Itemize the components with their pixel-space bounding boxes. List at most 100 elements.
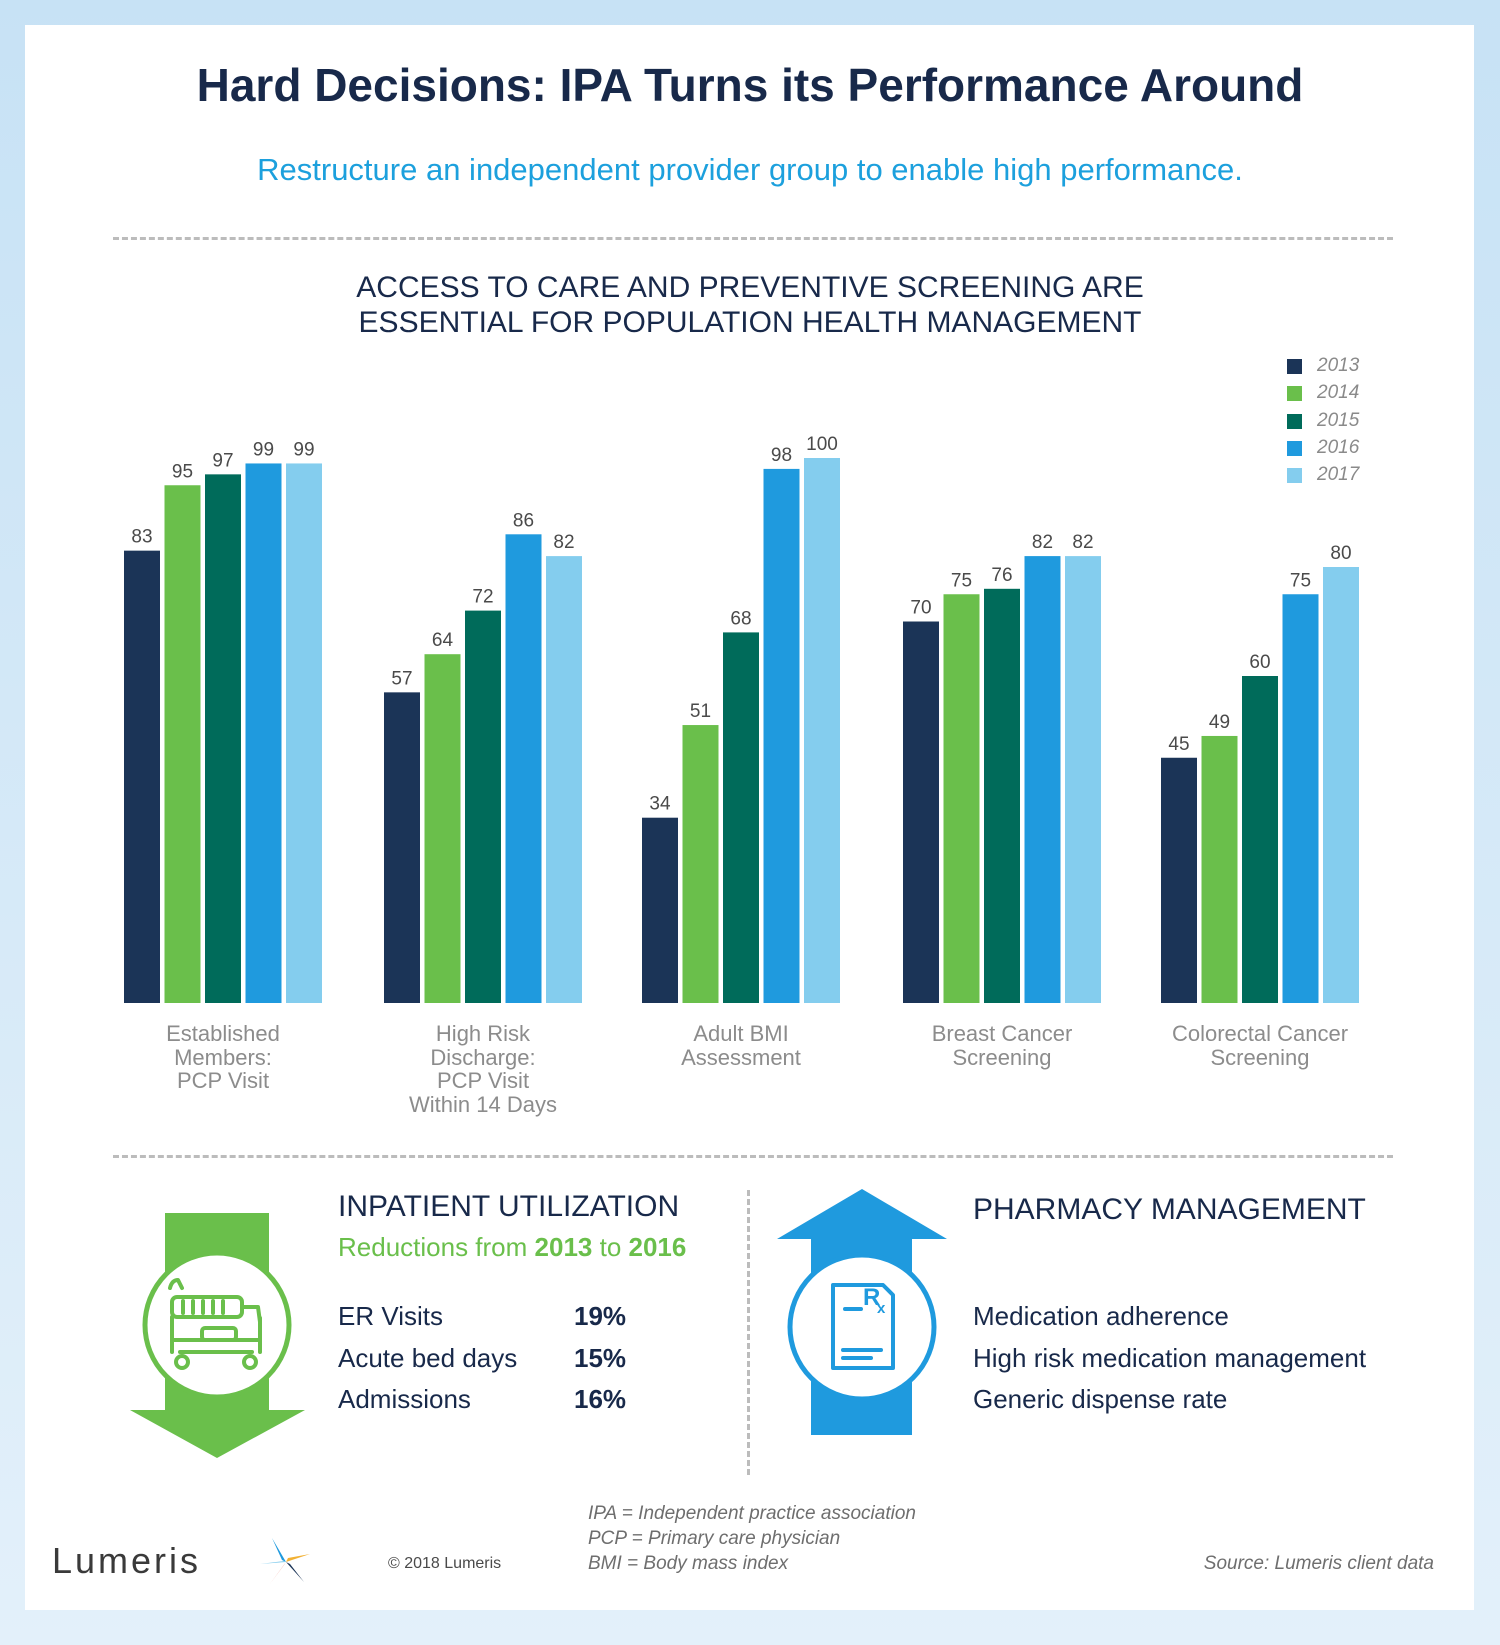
category-label-0: Established Members: PCP Visit (113, 1022, 333, 1093)
category-label-2: Adult BMI Assessment (631, 1022, 851, 1069)
data-label-2015-cat4: 60 (1249, 652, 1270, 673)
bar-chart: 83 95 97 99 99 57 64 72 86 82 34 51 68 98 100 70 75 76 82 8… (124, 434, 1359, 1004)
inpatient-title: INPATIENT UTILIZATION (338, 1190, 680, 1223)
data-label-2016-cat1: 86 (513, 510, 534, 531)
bar-2017-cat4 (1323, 567, 1359, 1003)
legend-label-2013: 2013 (1317, 355, 1360, 376)
bar-2013-cat3 (903, 621, 939, 1003)
category-label-0-line-0: Established (166, 1021, 280, 1046)
pharmacy-item-medication-adherence: Medication adherence (973, 1301, 1229, 1331)
bar-2013-cat4 (1161, 757, 1197, 1003)
data-label-2015-cat3: 76 (991, 565, 1012, 586)
bar-2016-cat0 (245, 463, 282, 1003)
pharmacy-item-generic-dispense: Generic dispense rate (973, 1384, 1228, 1414)
category-label-0-line-2: PCP Visit (176, 1068, 270, 1093)
data-label-2015-cat1: 72 (472, 587, 493, 608)
category-label-3-line-1: Screening (952, 1044, 1052, 1070)
data-label-2016-cat3: 82 (1032, 532, 1053, 553)
data-label-2014-cat3: 75 (951, 570, 972, 591)
category-label-1-line-1: Discharge: (430, 1044, 536, 1070)
data-label-2017-cat4: 80 (1330, 543, 1351, 564)
legend-label-2016: 2016 (1317, 436, 1360, 458)
source-note: Source: Lumeris client data (1203, 1553, 1434, 1574)
legend-swatch-2015 (1287, 413, 1302, 429)
lumeris-logo-icon (260, 1538, 310, 1584)
data-label-2017-cat0: 99 (293, 439, 314, 460)
bar-2013-cat2 (642, 817, 678, 1003)
data-label-2014-cat0: 95 (172, 461, 193, 482)
category-label-2-line-1: Assessment (681, 1044, 801, 1070)
pharmacy-item-high-risk-medication: High risk medication management (973, 1343, 1367, 1373)
bar-2015-cat2 (723, 632, 759, 1003)
bar-2014-cat3 (943, 594, 980, 1003)
bar-2017-cat0 (286, 463, 322, 1003)
chart-title: ACCESS TO CARE AND PREVENTIVE SCREENING … (0, 270, 1500, 340)
metric-label-acute-bed-days: Acute bed days (338, 1343, 518, 1373)
bar-2015-cat0 (205, 474, 241, 1004)
bar-2016-cat4 (1282, 594, 1319, 1003)
footnote-ipa: IPA = Independent practice association (588, 1503, 916, 1524)
bar-2013-cat0 (124, 550, 160, 1003)
inpatient-subtitle: Reductions from 2013 to 2016 (338, 1232, 686, 1263)
legend-swatch-2014 (1287, 386, 1302, 402)
bar-2015-cat4 (1242, 676, 1278, 1003)
bar-2014-cat1 (424, 654, 461, 1003)
chart-title-line-2: ESSENTIAL FOR POPULATION HEALTH MANAGEME… (358, 306, 1142, 339)
category-label-4-line-0: Colorectal Cancer (1171, 1021, 1349, 1046)
metric-value-er-visits: 19% (574, 1301, 627, 1331)
data-label-2014-cat2: 51 (690, 701, 711, 722)
data-label-2014-cat4: 49 (1209, 712, 1230, 733)
metric-value-acute-bed-days: 15% (574, 1343, 627, 1373)
data-label-2013-cat0: 83 (131, 527, 152, 548)
hospital-bed-icon (168, 1278, 262, 1370)
category-label-1-line-2: PCP Visit (436, 1068, 530, 1093)
bar-2017-cat3 (1065, 556, 1101, 1003)
bar-2017-cat2 (804, 458, 840, 1003)
data-label-2013-cat1: 57 (391, 668, 412, 689)
data-label-2017-cat3: 82 (1072, 532, 1093, 553)
data-label-2016-cat4: 75 (1290, 570, 1311, 591)
bar-2015-cat3 (984, 588, 1020, 1003)
data-label-2015-cat2: 68 (730, 608, 751, 629)
category-label-0-line-1: Members: (174, 1044, 272, 1070)
category-label-2-line-0: Adult BMI (693, 1021, 789, 1046)
rx-symbol-x: x (877, 1300, 886, 1317)
inpatient-subtitle-year-end: 2016 (628, 1232, 687, 1262)
legend-swatch-2016 (1287, 440, 1302, 456)
data-label-2017-cat1: 82 (553, 532, 574, 553)
data-label-2013-cat4: 45 (1168, 734, 1189, 755)
footnote-bmi: BMI = Body mass index (588, 1553, 789, 1574)
category-label-1: High Risk Discharge: PCP Visit Within 14 Da… (373, 1022, 593, 1116)
category-label-3: Breast Cancer Screening (892, 1022, 1112, 1069)
bar-2017-cat1 (546, 556, 582, 1003)
legend-swatch-2017 (1287, 468, 1302, 484)
category-label-1-line-3: Within 14 Days (409, 1091, 557, 1117)
inpatient-subtitle-year-start: 2013 (534, 1232, 593, 1262)
bar-2014-cat4 (1201, 735, 1238, 1003)
data-label-2013-cat2: 34 (649, 794, 671, 815)
bar-2016-cat2 (763, 468, 800, 1003)
category-label-3-line-0: Breast Cancer (931, 1021, 1073, 1046)
metric-label-admissions: Admissions (338, 1384, 471, 1414)
copyright: © 2018 Lumeris (388, 1555, 502, 1572)
category-label-4: Colorectal Cancer Screening (1150, 1022, 1370, 1069)
inpatient-subtitle-prefix: Reductions from (338, 1232, 535, 1262)
page-title: Hard Decisions: IPA Turns its Performanc… (196, 59, 1304, 111)
legend-swatch-2013 (1287, 359, 1302, 374)
bar-2016-cat1 (505, 534, 542, 1003)
inpatient-subtitle-mid: to (592, 1232, 629, 1262)
legend-label-2017: 2017 (1317, 464, 1360, 486)
lumeris-logo-text: Lumeris (52, 1540, 202, 1581)
category-label-4-line-1: Screening (1210, 1044, 1310, 1070)
bar-2015-cat1 (465, 610, 501, 1003)
up-arrow-icon: R x (777, 1189, 947, 1435)
bar-2013-cat1 (384, 692, 420, 1003)
bar-2014-cat0 (164, 485, 201, 1003)
bar-2016-cat3 (1024, 556, 1061, 1003)
data-label-2016-cat2: 98 (771, 445, 792, 466)
legend-label-2015: 2015 (1317, 409, 1360, 431)
bar-2014-cat2 (682, 725, 719, 1003)
prescription-icon (831, 1283, 895, 1370)
divider-middle (113, 1155, 1393, 1158)
down-arrow-icon (130, 1213, 305, 1458)
